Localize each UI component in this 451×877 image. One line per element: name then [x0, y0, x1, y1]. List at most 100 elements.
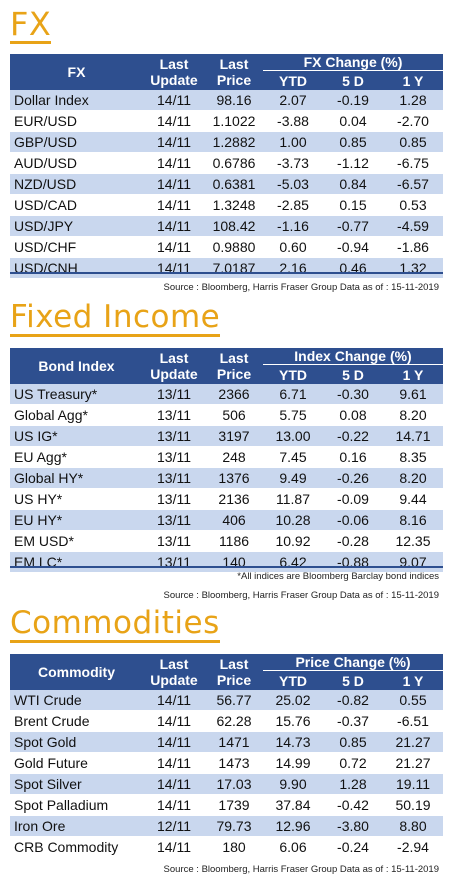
value-cell: 406	[205, 509, 263, 531]
value-cell: -6.57	[383, 173, 444, 195]
cm-header-last-price: Last Price	[205, 654, 263, 690]
value-cell: 0.85	[323, 131, 383, 153]
value-cell: -3.73	[263, 152, 323, 174]
table-row: US HY* 13/11 2136 11.87 -0.09 9.44	[10, 488, 443, 510]
fi-header-ytd: YTD	[263, 364, 323, 384]
value-cell: -2.85	[263, 194, 323, 216]
value-cell: -0.09	[323, 488, 383, 510]
value-cell: 1.32	[383, 257, 444, 279]
value-cell: -6.51	[383, 710, 444, 732]
table-row: Dollar Index 14/11 98.16 2.07 -0.19 1.28	[10, 90, 444, 111]
value-cell: 10.28	[263, 509, 323, 531]
value-cell: 8.20	[383, 467, 443, 489]
value-cell: 14/11	[143, 710, 205, 732]
row-label-cell: Spot Gold	[10, 731, 143, 753]
value-cell: -0.26	[323, 467, 383, 489]
value-cell: -4.59	[383, 215, 444, 237]
table-row: US Treasury* 13/11 2366 6.71 -0.30 9.61	[10, 384, 443, 405]
value-cell: 12.35	[383, 530, 443, 552]
fx-source: Source : Bloomberg, Harris Fraser Group …	[163, 282, 439, 293]
value-cell: 9.07	[383, 551, 443, 573]
commodities-title-text: Commodities	[10, 605, 220, 641]
value-cell: 2136	[205, 488, 263, 510]
fi-header-1y: 1 Y	[383, 364, 443, 384]
value-cell: 12/11	[143, 815, 205, 837]
value-cell: -0.77	[323, 215, 383, 237]
table-row: Global Agg* 13/11 506 5.75 0.08 8.20	[10, 404, 443, 426]
value-cell: 14/11	[143, 173, 205, 195]
value-cell: 14/11	[143, 731, 205, 753]
value-cell: 13.00	[263, 425, 323, 447]
table-row: US IG* 13/11 3197 13.00 -0.22 14.71	[10, 425, 443, 447]
value-cell: 1.2882	[205, 131, 263, 153]
value-cell: 8.20	[383, 404, 443, 426]
value-cell: 1739	[205, 794, 263, 816]
value-cell: 5.75	[263, 404, 323, 426]
value-cell: -6.75	[383, 152, 444, 174]
table-row: Gold Future 14/11 1473 14.99 0.72 21.27	[10, 752, 444, 774]
value-cell: 13/11	[143, 425, 205, 447]
fx-header-last-update: Last Update	[143, 54, 205, 90]
table-row: USD/JPY 14/11 108.42 -1.16 -0.77 -4.59	[10, 215, 444, 237]
row-label-cell: WTI Crude	[10, 690, 143, 711]
row-label-cell: AUD/USD	[10, 152, 143, 174]
value-cell: 8.80	[383, 815, 444, 837]
cm-header-last-update: Last Update	[143, 654, 205, 690]
value-cell: 7.45	[263, 446, 323, 468]
value-cell: 13/11	[143, 384, 205, 405]
value-cell: 0.08	[323, 404, 383, 426]
cm-header-1y: 1 Y	[383, 670, 444, 690]
row-label-cell: US HY*	[10, 488, 143, 510]
value-cell: 50.19	[383, 794, 444, 816]
value-cell: 14/11	[143, 690, 205, 711]
value-cell: 14/11	[143, 836, 205, 858]
value-cell: 140	[205, 551, 263, 573]
value-cell: 1473	[205, 752, 263, 774]
value-cell: 13/11	[143, 551, 205, 573]
value-cell: -2.70	[383, 110, 444, 132]
row-label-cell: USD/CAD	[10, 194, 143, 216]
row-label-cell: Spot Silver	[10, 773, 143, 795]
value-cell: 21.27	[383, 731, 444, 753]
row-label-cell: EU Agg*	[10, 446, 143, 468]
value-cell: 0.53	[383, 194, 444, 216]
value-cell: 8.16	[383, 509, 443, 531]
fi-footnote: *All indices are Bloomberg Barclay bond …	[237, 571, 439, 582]
value-cell: 1.3248	[205, 194, 263, 216]
value-cell: 13/11	[143, 404, 205, 426]
value-cell: 10.92	[263, 530, 323, 552]
fx-header-name: FX	[10, 54, 143, 90]
commodities-table: Commodity Last Update Last Price Price C…	[10, 654, 444, 858]
table-row: EU Agg* 13/11 248 7.45 0.16 8.35	[10, 446, 443, 468]
fi-header-change-group: Index Change (%)	[263, 348, 443, 365]
table-row: CRB Commodity 14/11 180 6.06 -0.24 -2.94	[10, 836, 444, 858]
value-cell: 17.03	[205, 773, 263, 795]
value-cell: 180	[205, 836, 263, 858]
value-cell: -5.03	[263, 173, 323, 195]
value-cell: 1471	[205, 731, 263, 753]
value-cell: 0.60	[263, 236, 323, 258]
fx-bottom-rule	[10, 272, 443, 274]
fx-header-1y: 1 Y	[383, 70, 444, 90]
value-cell: 12.96	[263, 815, 323, 837]
value-cell: 0.85	[383, 131, 444, 153]
value-cell: 0.85	[323, 731, 383, 753]
value-cell: 9.90	[263, 773, 323, 795]
value-cell: -1.16	[263, 215, 323, 237]
value-cell: 19.11	[383, 773, 444, 795]
row-label-cell: Iron Ore	[10, 815, 143, 837]
value-cell: 1.28	[323, 773, 383, 795]
table-row: EU HY* 13/11 406 10.28 -0.06 8.16	[10, 509, 443, 531]
value-cell: 0.04	[323, 110, 383, 132]
value-cell: 13/11	[143, 446, 205, 468]
fx-header-ytd: YTD	[263, 70, 323, 90]
fi-source: Source : Bloomberg, Harris Fraser Group …	[163, 590, 439, 601]
value-cell: 1376	[205, 467, 263, 489]
cm-header-ytd: YTD	[263, 670, 323, 690]
row-label-cell: Spot Palladium	[10, 794, 143, 816]
value-cell: 14/11	[143, 773, 205, 795]
row-label-cell: EUR/USD	[10, 110, 143, 132]
commodities-title-underline	[10, 640, 220, 643]
cm-source: Source : Bloomberg, Harris Fraser Group …	[163, 864, 439, 875]
value-cell: 9.49	[263, 467, 323, 489]
